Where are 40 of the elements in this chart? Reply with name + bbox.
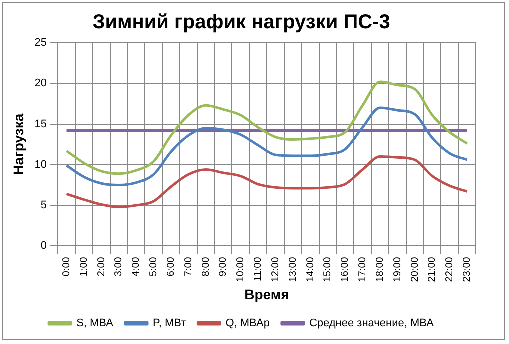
x-tick-label: 10:00 <box>236 256 247 282</box>
x-tick-label: 11:00 <box>253 256 264 282</box>
line-series <box>65 80 469 176</box>
legend-label: Среднее значение, МВА <box>309 318 435 330</box>
x-tick-label: 3:00 <box>114 256 125 277</box>
x-tick-label: 18:00 <box>374 256 386 282</box>
x-tick-label: 16:00 <box>340 256 352 282</box>
x-tick-label: 8:00 <box>200 256 212 277</box>
line-series <box>65 106 469 186</box>
x-tick-label: 7:00 <box>183 256 194 277</box>
y-tick-label: 10 <box>34 158 48 171</box>
legend-label: S, МВА <box>76 318 114 330</box>
y-axis-title: Нагрузка <box>10 114 26 176</box>
y-tick-label: 20 <box>34 78 48 90</box>
legend-label: Q, МВАр <box>226 318 270 330</box>
x-tick-label: 19:00 <box>392 256 404 282</box>
y-tick-label: 15 <box>34 118 48 130</box>
x-tick-label: 5:00 <box>148 256 160 277</box>
x-tick-label: 4:00 <box>131 256 142 277</box>
x-tick-label: 20:00 <box>410 256 421 282</box>
x-tick-label: 12:00 <box>270 256 282 282</box>
x-tick-label: 21:00 <box>427 256 438 282</box>
x-tick-label: 23:00 <box>462 256 474 282</box>
y-tick-label: 5 <box>40 200 48 212</box>
x-tick-label: 9:00 <box>218 256 230 277</box>
x-tick-label: 22:00 <box>444 256 456 282</box>
x-axis-title: Время <box>244 286 290 302</box>
x-tick-label: 6:00 <box>166 256 177 277</box>
y-tick-label: 25 <box>34 37 48 50</box>
y-tick-label: 0 <box>40 240 48 252</box>
x-tick-label: 14:00 <box>305 256 316 282</box>
chart-title: Зимний график нагрузки ПС-3 <box>92 12 390 34</box>
line-series <box>65 156 469 208</box>
x-tick-label: 0:00 <box>61 256 72 277</box>
x-tick-label: 15:00 <box>322 256 334 282</box>
x-tick-label: 13:00 <box>288 256 299 282</box>
x-tick-label: 17:00 <box>358 256 369 282</box>
legend-label: P, МВт <box>152 318 186 330</box>
x-tick-label: 1:00 <box>78 256 90 277</box>
x-tick-label: 2:00 <box>96 256 108 277</box>
